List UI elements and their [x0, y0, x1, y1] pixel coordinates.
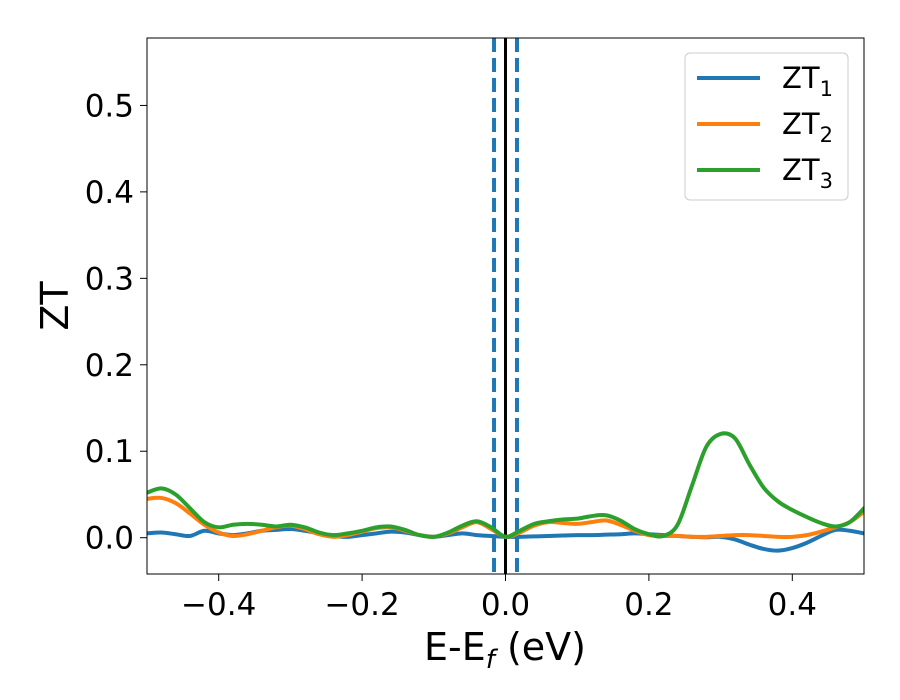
legend-frame: [684, 52, 849, 201]
legend-label-zt3: ZT3: [782, 153, 833, 193]
y-tick-label: 0.5: [85, 88, 134, 124]
y-tick-label: 0.2: [85, 348, 134, 384]
y-tick-label: 0.0: [85, 521, 134, 557]
x-tick-label: −0.4: [181, 587, 256, 623]
series-line-zt3: [147, 431, 864, 539]
y-axis-label: ZT: [33, 281, 77, 331]
y-tick-label: 0.1: [85, 434, 134, 470]
x-tick-label: 0.2: [624, 587, 673, 623]
x-tick-label: 0.4: [768, 587, 817, 623]
y-tick-label: 0.4: [85, 175, 134, 211]
x-tick-label: 0.0: [481, 587, 530, 623]
x-tick-label: −0.2: [324, 587, 399, 623]
legend-label-zt1: ZT1: [782, 61, 833, 101]
legend-label-zt2: ZT2: [782, 107, 833, 147]
y-tick-label: 0.3: [85, 261, 134, 297]
x-axis-label: E-Ef (eV): [424, 625, 586, 675]
legend: ZT1 ZT2 ZT3: [684, 52, 849, 201]
